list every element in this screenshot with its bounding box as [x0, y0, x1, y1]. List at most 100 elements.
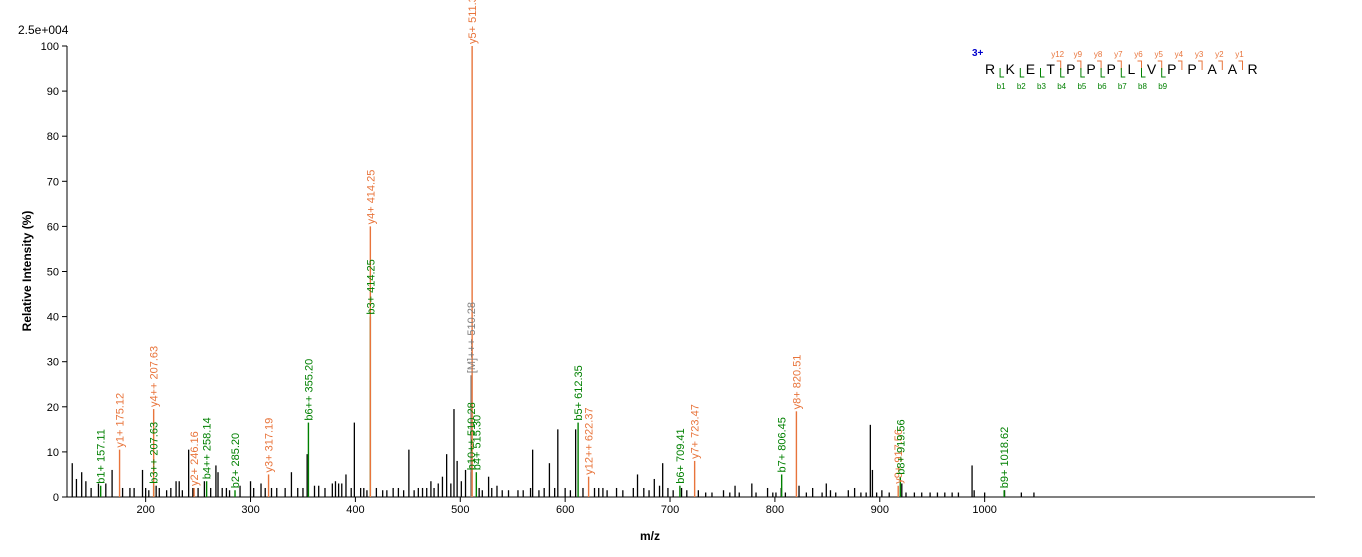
y-break-marker	[1218, 60, 1223, 70]
peak-label: y9+ 917.56	[893, 429, 905, 484]
peak-label: y8+ 820.51	[791, 355, 803, 410]
annotated-peaks	[99, 46, 1005, 497]
y-ion-label: y12	[1051, 50, 1064, 59]
sequence-residue: P	[1086, 61, 1095, 77]
b-ion-label: b3	[1037, 82, 1046, 91]
y-axis-title: Relative Intensity (%)	[20, 211, 34, 332]
sequence-residue: A	[1208, 61, 1218, 77]
y-ion-label: y6	[1134, 50, 1143, 59]
b-ion-label: b2	[1017, 82, 1026, 91]
b-break-marker	[1060, 68, 1065, 78]
charge-state-label: 3+	[972, 48, 984, 59]
peak-label: b10++ 510.28	[466, 402, 478, 470]
y-break-marker	[1238, 60, 1243, 70]
y-break-marker	[1097, 60, 1102, 70]
background-peaks	[71, 409, 1035, 497]
y-tick-label: 60	[47, 221, 59, 233]
b-ion-label: b1	[997, 82, 1006, 91]
peak-label: b3++ 207.63	[149, 422, 161, 484]
b-ion-label: b5	[1077, 82, 1086, 91]
y-tick-label: 30	[47, 357, 59, 369]
b-break-marker	[1120, 68, 1126, 78]
b-break-marker	[1161, 68, 1166, 78]
peak-label: b3+ 414.25	[365, 259, 377, 314]
y-tick-label: 100	[41, 41, 59, 53]
b-break-marker	[1040, 68, 1045, 78]
y-tick-label: 80	[47, 131, 59, 143]
y-break-marker	[1198, 60, 1203, 70]
b-ion-label: b8	[1138, 82, 1147, 91]
x-tick-label: 500	[451, 504, 469, 516]
b-ion-label: b9	[1158, 82, 1167, 91]
peak-label: y5+ 511.30	[467, 0, 479, 44]
x-ticks: 200 300 400 500 600 700 800 900 1000	[136, 497, 997, 516]
y-ion-label: y5	[1154, 50, 1163, 59]
y-tick-label: 0	[53, 492, 59, 504]
y-ion-label: y8	[1094, 50, 1103, 59]
sequence-residue: V	[1147, 61, 1157, 77]
y-tick-label: 40	[47, 312, 59, 324]
y-break-marker	[1056, 60, 1062, 70]
x-tick-label: 800	[766, 504, 784, 516]
sequence-residue: P	[1187, 61, 1196, 77]
sequence-residue: A	[1228, 61, 1238, 77]
peak-label: b4+ 515.30	[471, 415, 483, 470]
sequence-residue: E	[1026, 61, 1035, 77]
peak-label: b6+ 709.41	[675, 428, 687, 483]
x-tick-label: 600	[556, 504, 574, 516]
b-ion-label: b4	[1057, 82, 1066, 91]
peak-label: [M]+++ 510.28	[466, 302, 478, 373]
peak-label: y4+ 414.25	[365, 170, 377, 225]
b-break-marker	[1100, 68, 1106, 78]
peak-label: y12++ 622.37	[584, 407, 596, 474]
x-tick-label: 900	[871, 504, 889, 516]
y-break-marker	[1137, 60, 1142, 70]
sequence-residue: T	[1046, 61, 1055, 77]
sequence-residue: R	[985, 61, 995, 77]
peak-label: y7+ 723.47	[690, 404, 702, 459]
peak-labels: b1+ 157.11 y1+ 175.12 b3++ 207.63 y4++ 207.…	[96, 0, 1011, 488]
peak-label: y3+ 317.19	[264, 418, 276, 473]
peak-label: b4++ 258.14	[202, 417, 214, 479]
y-break-marker	[1117, 60, 1122, 70]
b-break-marker	[999, 68, 1005, 78]
sequence-residue: P	[1107, 61, 1116, 77]
y-tick-label: 20	[47, 402, 59, 414]
sequence-residue: L	[1128, 61, 1136, 77]
b-ion-label: b7	[1118, 82, 1127, 91]
peak-label: y2+ 246.16	[189, 431, 201, 486]
peak-label: b1+ 157.11	[96, 429, 108, 484]
y-ion-label: y3	[1195, 50, 1204, 59]
y-break-marker	[1157, 60, 1163, 70]
sequence-residue: K	[1006, 61, 1016, 77]
y-ion-label: y4	[1175, 50, 1184, 59]
y-ion-label: y9	[1074, 50, 1083, 59]
y-ticks: 0 10 20 30 40 50 60 70 80 90 100	[41, 41, 67, 504]
peak-label: y1+ 175.12	[115, 393, 127, 448]
peak-label: b5+ 612.35	[573, 365, 585, 420]
x-axis-title: m/z	[640, 529, 660, 543]
peak-label: b9+ 1018.62	[999, 427, 1011, 488]
y-tick-label: 90	[47, 86, 59, 98]
b-break-marker	[1141, 68, 1146, 78]
peak-label: b2+ 285.20	[230, 433, 242, 488]
y-break-marker	[1076, 60, 1082, 70]
b-ion-label: b6	[1098, 82, 1107, 91]
x-tick-label: 700	[661, 504, 679, 516]
y-tick-label: 50	[47, 267, 59, 279]
x-tick-label: 300	[241, 504, 259, 516]
x-tick-label: 200	[136, 504, 154, 516]
peak-label: y4++ 207.63	[149, 346, 161, 407]
y-ion-label: y2	[1215, 50, 1224, 59]
y-tick-label: 70	[47, 176, 59, 188]
x-tick-label: 400	[346, 504, 364, 516]
b-break-marker	[1019, 68, 1025, 78]
sequence-residue: R	[1248, 61, 1258, 77]
sequence-residue: P	[1167, 61, 1176, 77]
sequence-residue: P	[1066, 61, 1075, 77]
b-break-marker	[1080, 68, 1085, 78]
peak-label: b6++ 355.20	[303, 359, 315, 421]
y-ion-label: y1	[1235, 50, 1244, 59]
